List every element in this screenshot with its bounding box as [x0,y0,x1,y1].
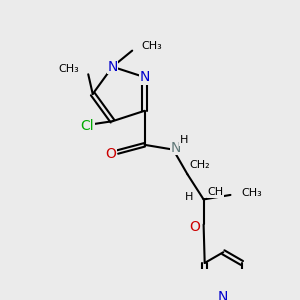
Text: H: H [184,192,193,202]
Text: CH₃: CH₃ [241,188,262,198]
Text: H: H [180,135,188,145]
Text: CH₂: CH₂ [189,160,210,170]
Text: Cl: Cl [81,119,94,133]
Text: O: O [189,220,200,234]
Text: CH: CH [207,187,223,197]
Text: N: N [139,70,150,84]
Text: O: O [105,147,116,161]
Text: CH₃: CH₃ [141,41,162,51]
Text: N: N [107,60,118,74]
Text: CH₃: CH₃ [58,64,79,74]
Text: N: N [218,290,229,300]
Text: N: N [171,140,181,154]
